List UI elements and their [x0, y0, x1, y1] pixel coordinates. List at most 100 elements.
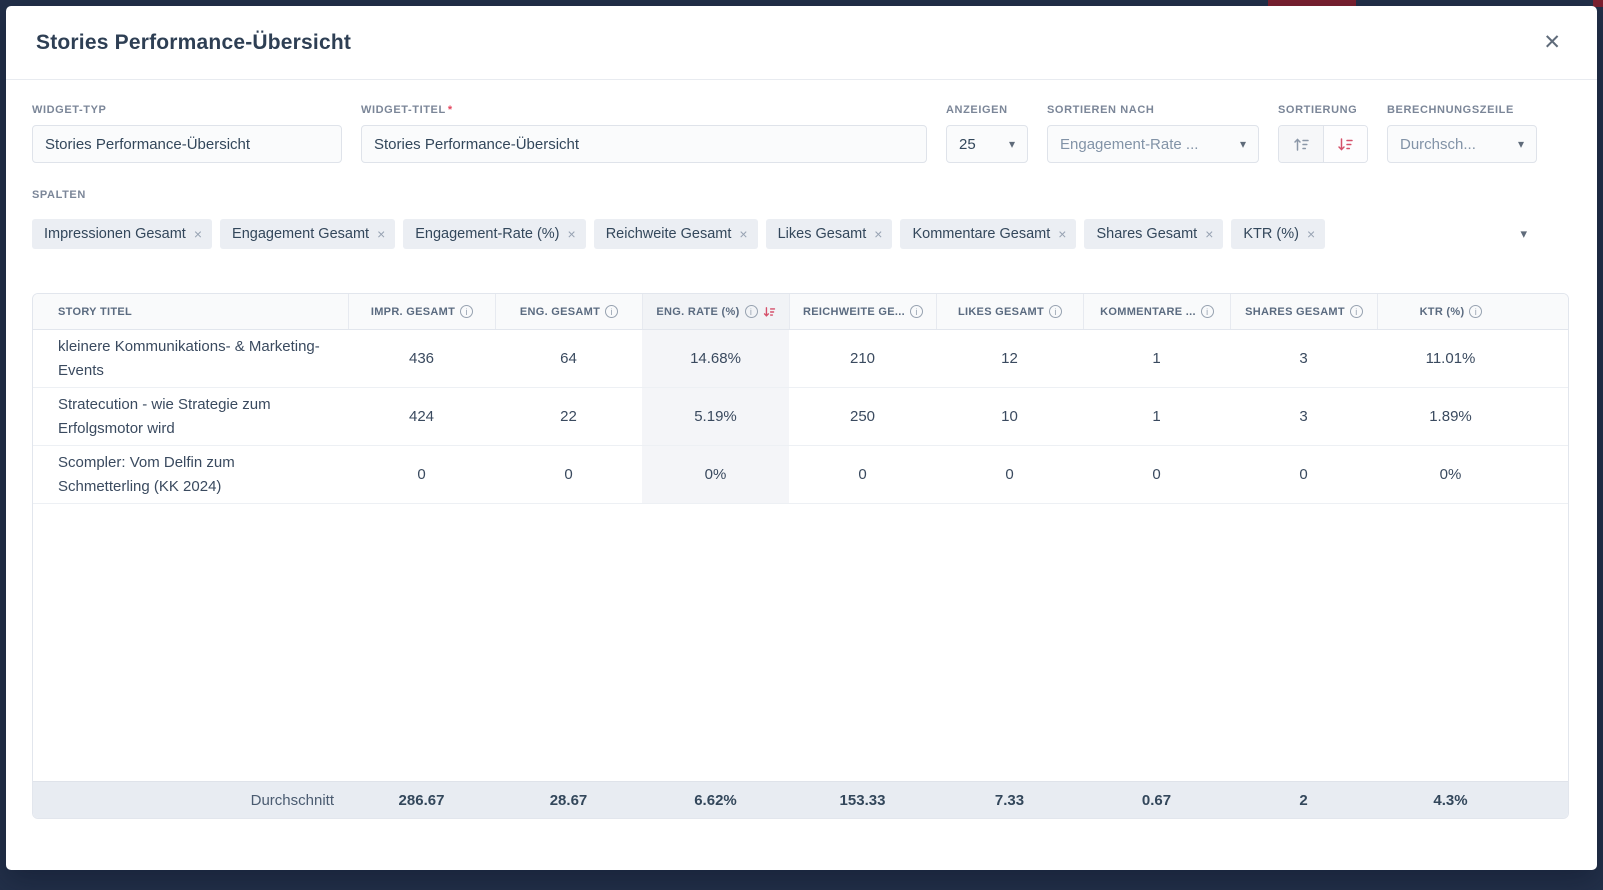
cell: 1: [1152, 408, 1161, 425]
cell: 0: [1152, 466, 1161, 483]
cell: 436: [408, 350, 435, 367]
info-icon[interactable]: i: [1200, 305, 1214, 318]
remove-chip-icon[interactable]: ×: [874, 226, 883, 242]
cell: 210: [849, 350, 876, 367]
sort-desc-icon: [763, 306, 775, 317]
remove-chip-icon[interactable]: ×: [193, 226, 203, 242]
col-header-shares[interactable]: SHARES GESAMT i: [1230, 294, 1377, 329]
info-icon[interactable]: i: [1469, 305, 1483, 318]
chevron-down-icon: ▾: [1517, 137, 1524, 151]
sort-direction-group: [1278, 125, 1368, 163]
info-icon[interactable]: i: [1349, 305, 1363, 318]
footer-label: Durchschnitt: [250, 791, 334, 809]
remove-chip-icon[interactable]: ×: [1205, 226, 1214, 242]
anzeigen-select[interactable]: 25 ▾: [946, 125, 1028, 163]
chip-label: Engagement-Rate (%): [415, 226, 560, 242]
widget-typ-input[interactable]: Stories Performance-Übersicht: [32, 125, 342, 163]
info-icon[interactable]: i: [605, 305, 619, 318]
chip-label: Impressionen Gesamt: [44, 226, 186, 242]
sortieren-nach-value: Engagement-Rate ...: [1060, 135, 1199, 153]
cell: 64: [560, 350, 577, 367]
chip-label: Kommentare Gesamt: [912, 226, 1051, 242]
cell: 424: [408, 408, 435, 425]
col-header-ktr[interactable]: KTR (%) i: [1377, 294, 1524, 329]
close-icon[interactable]: ✕: [1537, 26, 1567, 59]
column-chip[interactable]: Engagement Gesamt ×: [220, 219, 396, 249]
info-icon[interactable]: i: [460, 305, 474, 318]
header-spacer: [1524, 294, 1568, 329]
modal-body: WIDGET-TYP Stories Performance-Übersicht…: [6, 80, 1597, 870]
widget-titel-value: Stories Performance-Übersicht: [374, 135, 580, 153]
widget-typ-label: WIDGET-TYP: [32, 104, 107, 116]
top-corner-accent: [1593, 0, 1603, 7]
anzeigen-label: ANZEIGEN: [946, 104, 1008, 116]
col-header-eng-rate[interactable]: ENG. RATE (%) i: [642, 294, 789, 329]
column-chip[interactable]: Impressionen Gesamt ×: [32, 219, 213, 249]
cell: 22: [560, 408, 577, 425]
widget-config-modal: Stories Performance-Übersicht ✕ WIDGET-T…: [6, 6, 1597, 870]
row-spacer: [1524, 446, 1568, 503]
row-spacer: [1524, 330, 1568, 387]
required-asterisk: *: [447, 104, 453, 116]
chip-label: Shares Gesamt: [1096, 226, 1198, 242]
chevron-down-icon: ▾: [1239, 137, 1246, 151]
cell: 1: [1152, 350, 1161, 367]
column-chip[interactable]: Reichweite Gesamt ×: [593, 219, 758, 249]
col-header-reichweite[interactable]: REICHWEITE GE... i: [789, 294, 936, 329]
info-icon[interactable]: i: [744, 305, 758, 318]
cell: 3: [1299, 408, 1308, 425]
cell: 3: [1299, 350, 1308, 367]
col-header-likes[interactable]: LIKES GESAMT i: [936, 294, 1083, 329]
footer-cell: 7.33: [994, 791, 1025, 809]
berechnungszeile-select[interactable]: Durchsch... ▾: [1387, 125, 1537, 163]
widget-titel-input[interactable]: Stories Performance-Übersicht: [361, 125, 927, 163]
berechnungszeile-value: Durchsch...: [1400, 135, 1476, 153]
cell: 0: [417, 466, 426, 483]
cell: 14.68%: [642, 330, 789, 387]
anzeigen-value: 25: [959, 135, 976, 153]
col-header-impr-gesamt[interactable]: IMPR. GESAMT i: [348, 294, 495, 329]
field-sortieren-nach: SORTIEREN NACH Engagement-Rate ... ▾: [1047, 104, 1259, 163]
column-chip[interactable]: Kommentare Gesamt ×: [900, 219, 1077, 249]
col-header-story-titel[interactable]: STORY TITEL: [58, 305, 132, 318]
remove-chip-icon[interactable]: ×: [567, 226, 576, 242]
table-empty-area: [33, 504, 1568, 781]
sort-descending-button[interactable]: [1323, 126, 1367, 162]
sortierung-label: SORTIERUNG: [1278, 104, 1358, 116]
col-header-eng-gesamt[interactable]: ENG. GESAMT i: [495, 294, 642, 329]
chevron-down-icon[interactable]: ▾: [1520, 226, 1527, 241]
sort-ascending-button[interactable]: [1279, 126, 1323, 162]
sortieren-nach-select[interactable]: Engagement-Rate ... ▾: [1047, 125, 1259, 163]
footer-cell: 28.67: [549, 791, 588, 809]
column-chips-row[interactable]: Impressionen Gesamt × Engagement Gesamt × …: [32, 219, 1569, 249]
chip-label: KTR (%): [1243, 226, 1299, 242]
field-sortierung: SORTIERUNG: [1278, 104, 1368, 163]
column-chip[interactable]: Shares Gesamt ×: [1084, 219, 1224, 249]
cell: 5.19%: [642, 388, 789, 445]
remove-chip-icon[interactable]: ×: [739, 226, 748, 242]
sort-desc-icon: [1338, 137, 1353, 151]
field-widget-titel: WIDGET-TITEL * Stories Performance-Übersi…: [361, 104, 927, 163]
remove-chip-icon[interactable]: ×: [377, 226, 386, 242]
column-chip[interactable]: Likes Gesamt ×: [765, 219, 893, 249]
footer-cell: 286.67: [398, 791, 445, 809]
berechnungszeile-label: BERECHNUNGSZEILE: [1387, 104, 1514, 116]
cell: 250: [849, 408, 876, 425]
widget-titel-label: WIDGET-TITEL *: [361, 104, 453, 116]
field-berechnungszeile: BERECHNUNGSZEILE Durchsch... ▾: [1387, 104, 1537, 163]
cell: 0%: [642, 446, 789, 503]
widget-settings-row: WIDGET-TYP Stories Performance-Übersicht…: [32, 104, 1537, 163]
table-row: Stratecution - wie Strategie zum Erfolgs…: [33, 388, 1568, 446]
chip-label: Engagement Gesamt: [232, 226, 370, 242]
info-icon[interactable]: i: [1049, 305, 1063, 318]
col-header-kommentare[interactable]: KOMMENTARE ... i: [1083, 294, 1230, 329]
info-icon[interactable]: i: [909, 305, 923, 318]
sort-asc-icon: [1293, 137, 1309, 151]
column-chip[interactable]: KTR (%) ×: [1231, 219, 1326, 249]
footer-cell: 153.33: [839, 791, 886, 809]
cell: 0%: [1439, 466, 1462, 483]
column-chip[interactable]: Engagement-Rate (%) ×: [403, 219, 586, 249]
remove-chip-icon[interactable]: ×: [1306, 226, 1316, 242]
field-widget-typ: WIDGET-TYP Stories Performance-Übersicht: [32, 104, 342, 163]
remove-chip-icon[interactable]: ×: [1058, 226, 1067, 242]
